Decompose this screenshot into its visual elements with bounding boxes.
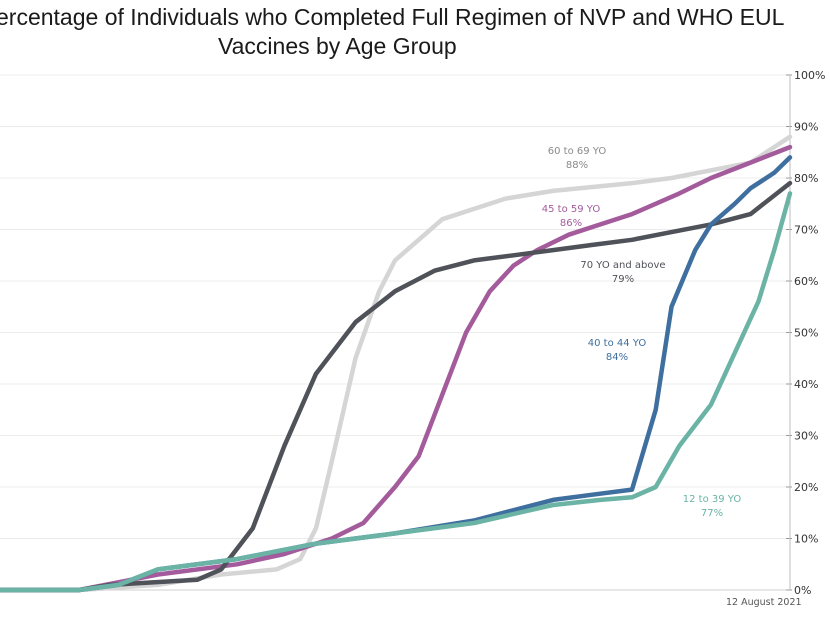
series-label-70-yo-and-above: 70 YO and above xyxy=(580,260,665,271)
y-tick-label: 0% xyxy=(794,584,811,597)
y-tick-label: 70% xyxy=(794,224,818,237)
series-line-60-to-69-yo xyxy=(0,134,793,593)
gridlines xyxy=(0,74,792,591)
series-label-12-to-39-yo: 12 to 39 YO xyxy=(683,494,742,505)
series-line-12-to-39-yo xyxy=(0,191,793,593)
series-line-45-to-59-yo xyxy=(0,144,793,593)
series-value-12-to-39-yo: 77% xyxy=(701,508,723,519)
series-value-40-to-44-yo: 84% xyxy=(606,352,628,363)
series-line-40-to-44-yo xyxy=(0,155,793,593)
series-label-60-to-69-yo: 60 to 69 YO xyxy=(548,146,607,157)
y-tick-label: 20% xyxy=(794,481,818,494)
series-lines xyxy=(0,134,793,593)
y-tick-label: 60% xyxy=(794,275,818,288)
y-tick-label: 80% xyxy=(794,172,818,185)
series-label-45-to-59-yo: 45 to 59 YO xyxy=(542,204,601,215)
y-tick-label: 10% xyxy=(794,533,818,546)
series-label-40-to-44-yo: 40 to 44 YO xyxy=(588,338,647,349)
y-tick-label: 90% xyxy=(794,121,818,134)
series-line-70-yo-and-above xyxy=(0,180,793,593)
y-axis-tick-labels: 0% 10% 20% 30% 40% 50% 60% 70% 80% 90% 100% xyxy=(794,69,825,597)
series-value-60-to-69-yo: 88% xyxy=(566,160,588,171)
footnote-date: 12 August 2021 xyxy=(726,597,802,608)
series-labels: 60 to 69 YO 88% 45 to 59 YO 86% 70 YO and ab… xyxy=(542,146,742,519)
y-tick-label: 40% xyxy=(794,378,818,391)
chart-title-line2: Vaccines by Age Group xyxy=(218,33,457,59)
y-tick-label: 30% xyxy=(794,430,818,443)
y-tick-label: 50% xyxy=(794,327,818,340)
chart-title-line1: ercentage of Individuals who Completed F… xyxy=(0,4,785,30)
series-value-45-to-59-yo: 86% xyxy=(560,218,582,229)
series-value-70-yo-and-above: 79% xyxy=(612,274,634,285)
y-tick-label: 100% xyxy=(794,69,825,82)
